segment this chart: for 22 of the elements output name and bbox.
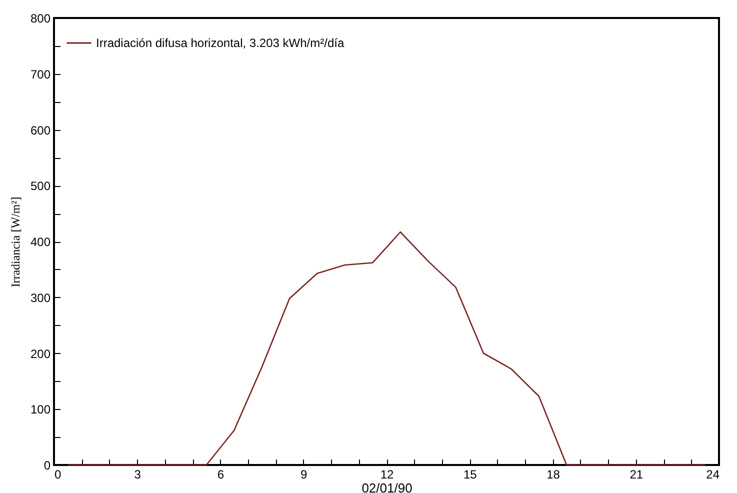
legend-label: Irradiación difusa horizontal, 3.203 kWh/m²/día <box>96 36 344 50</box>
y-tick-label: 100 <box>30 402 51 417</box>
x-tick-label: 18 <box>546 468 560 482</box>
x-tick-label: 12 <box>380 468 394 482</box>
y-tick-label: 600 <box>30 123 51 138</box>
x-axis-title: 02/01/90 <box>362 480 412 493</box>
x-tick-label: 0 <box>54 468 62 482</box>
y-tick-label: 0 <box>44 458 51 472</box>
y-axis-title: Irradiancia [W/m²] <box>8 196 22 288</box>
y-tick-label: 700 <box>30 67 51 82</box>
x-tick-label: 9 <box>300 468 308 482</box>
x-tick-label: 6 <box>217 468 224 482</box>
y-tick-label: 200 <box>30 346 51 361</box>
x-tick-label: 21 <box>630 468 644 482</box>
x-tick-label: 3 <box>134 468 142 482</box>
x-tick-label: 24 <box>706 468 720 482</box>
y-tick-label: 800 <box>30 12 51 26</box>
x-tick-label: 15 <box>463 468 478 482</box>
y-tick-label: 500 <box>30 179 51 194</box>
y-tick-label: 300 <box>30 290 51 305</box>
line-series <box>67 231 706 466</box>
y-tick-label: 400 <box>30 235 51 249</box>
